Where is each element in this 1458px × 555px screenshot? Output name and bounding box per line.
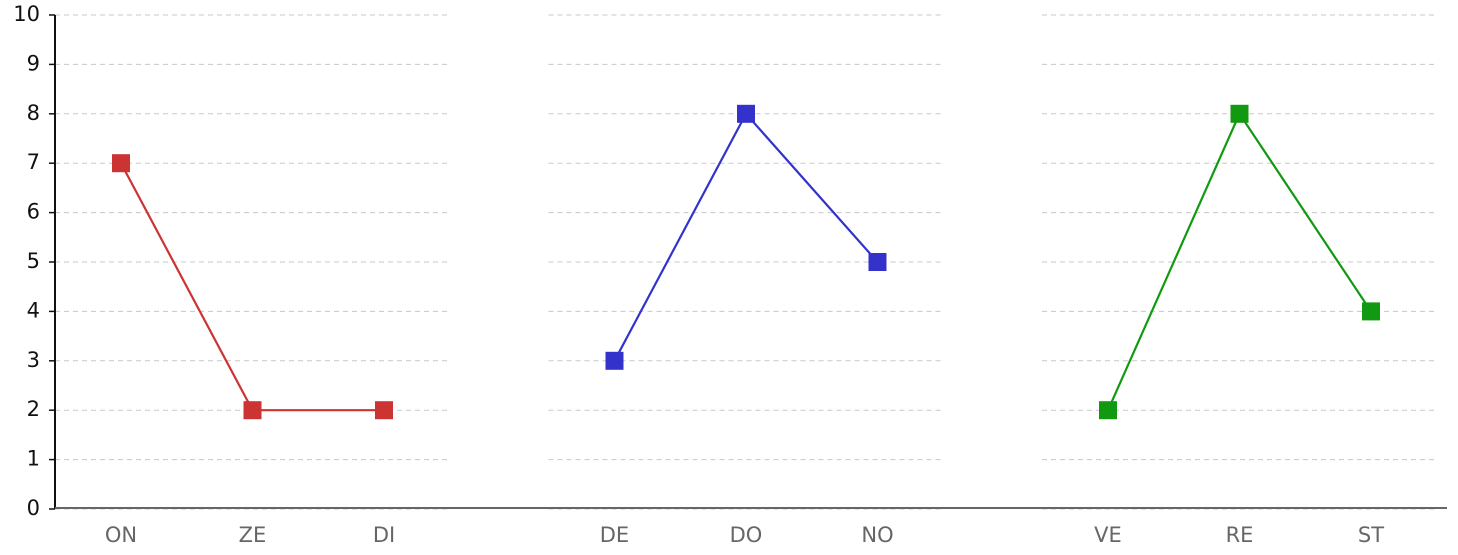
x-tick-label: ST: [1358, 523, 1384, 547]
y-tick-label: 7: [27, 150, 40, 174]
y-tick-label: 2: [27, 397, 40, 421]
marker: [1099, 401, 1117, 420]
y-tick-label: 9: [27, 51, 40, 75]
marker: [737, 104, 755, 123]
marker: [868, 253, 887, 271]
y-tick-label: 8: [27, 101, 40, 125]
x-tick-label: ON: [105, 523, 137, 547]
x-tick-label: ZE: [239, 523, 267, 547]
series-line: [613, 111, 879, 362]
y-tick-label: 1: [27, 447, 40, 471]
x-tick-label: NO: [861, 523, 893, 547]
y-tick-label: 4: [27, 298, 40, 322]
marker: [1362, 302, 1380, 321]
x-tick-label: VE: [1094, 523, 1122, 547]
y-tick-label: 0: [27, 496, 40, 520]
marker: [243, 401, 262, 420]
y-tick-label: 6: [27, 200, 40, 224]
y-tick-label: 10: [13, 2, 40, 26]
y-tick-label: 3: [27, 348, 40, 372]
marker: [605, 351, 624, 370]
x-tick-label: DO: [730, 523, 763, 547]
series-line: [120, 162, 384, 412]
marker: [375, 401, 393, 420]
marker: [1230, 104, 1249, 123]
x-tick-label: DI: [373, 523, 395, 547]
x-tick-label: DE: [600, 523, 629, 547]
y-tick-label: 5: [27, 249, 40, 273]
marker: [112, 154, 130, 173]
x-tick-label: RE: [1226, 523, 1254, 547]
